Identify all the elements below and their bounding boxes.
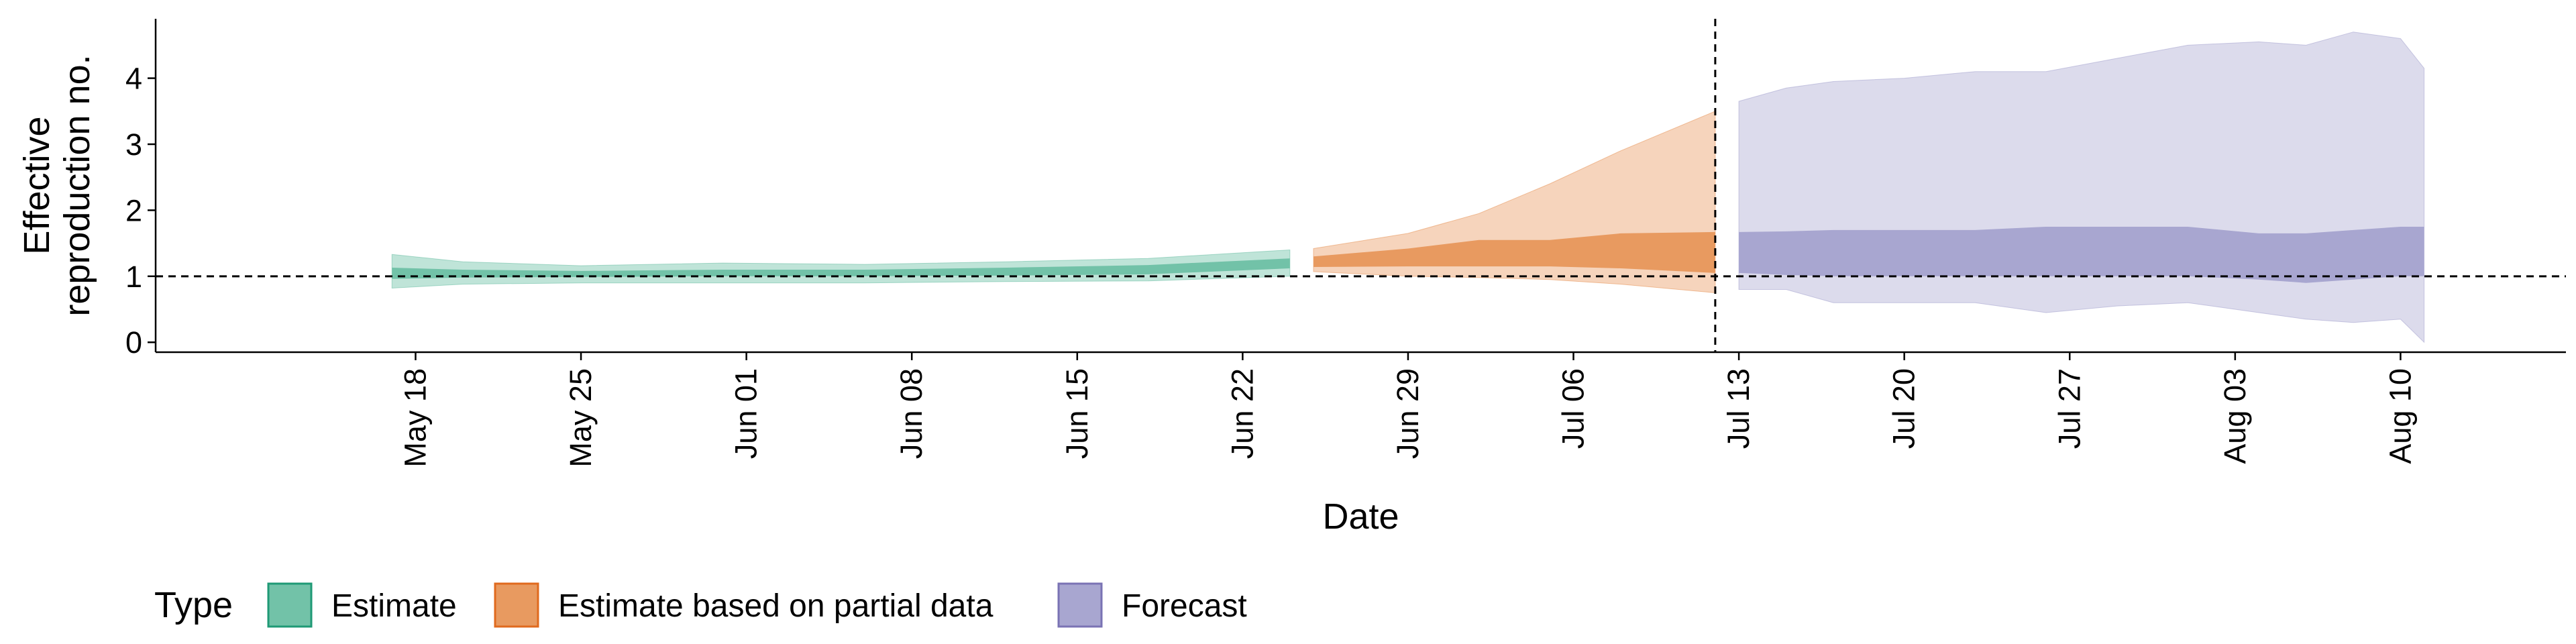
- legend-key-2: [1057, 582, 1103, 628]
- band-50-series-1: [1313, 231, 1715, 273]
- y-axis-title: Effectivereproduction no.: [17, 54, 97, 316]
- x-tick-label: Jun 29: [1391, 368, 1425, 459]
- legend: Type Estimate Estimate based on partial da…: [154, 582, 1247, 628]
- x-tick-label: May 18: [398, 368, 433, 468]
- legend-label-1: Estimate based on partial data: [558, 588, 994, 624]
- x-tick-label: Aug 10: [2383, 368, 2417, 464]
- x-tick-label: Jul 20: [1887, 368, 1921, 449]
- band-90-series-2: [1738, 32, 2425, 343]
- y-tick-label: 3: [125, 127, 142, 162]
- y-tick-label: 0: [125, 325, 142, 360]
- x-tick-label: Jul 06: [1556, 368, 1591, 449]
- legend-label-0: Estimate: [331, 588, 457, 624]
- band-90-series-0: [391, 249, 1291, 289]
- legend-key-0: [267, 582, 313, 628]
- x-tick-label: Jul 13: [1721, 368, 1756, 449]
- axes: 0 1 2 3 4 May 18 May 25 Jun 01 Jun 08 Jun 15 Jun 2…: [17, 19, 2566, 537]
- y-axis-title-line: reproduction no.: [57, 54, 97, 316]
- y-tick-label: 2: [125, 193, 142, 227]
- x-tick-label: Jun 22: [1225, 368, 1259, 459]
- x-tick-label: Jun 01: [729, 368, 763, 459]
- x-tick-label: Jun 15: [1060, 368, 1094, 459]
- x-tick-label: May 25: [564, 368, 598, 468]
- x-tick-label: Jun 08: [894, 368, 928, 459]
- band-50-series-2: [1739, 227, 2424, 283]
- band-50-series-0: [392, 258, 1290, 279]
- x-tick-label: Jul 27: [2052, 368, 2086, 449]
- legend-title: Type: [154, 585, 233, 625]
- band-layer: [391, 32, 2425, 343]
- reference-lines: [156, 19, 2566, 352]
- legend-key-1: [494, 582, 539, 628]
- legend-label-2: Forecast: [1122, 588, 1247, 624]
- y-tick-label: 4: [125, 62, 142, 96]
- x-tick-label: Aug 03: [2218, 368, 2252, 464]
- x-axis-title: Date: [1322, 496, 1399, 537]
- y-tick-label: 1: [125, 260, 142, 294]
- y-axis-title-line: Effective: [17, 116, 57, 254]
